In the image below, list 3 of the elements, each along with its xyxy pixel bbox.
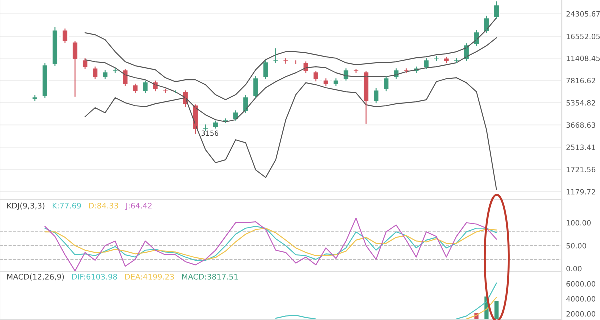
candlestick bbox=[31, 94, 39, 102]
line-series bbox=[44, 218, 498, 272]
line-series bbox=[466, 297, 498, 320]
